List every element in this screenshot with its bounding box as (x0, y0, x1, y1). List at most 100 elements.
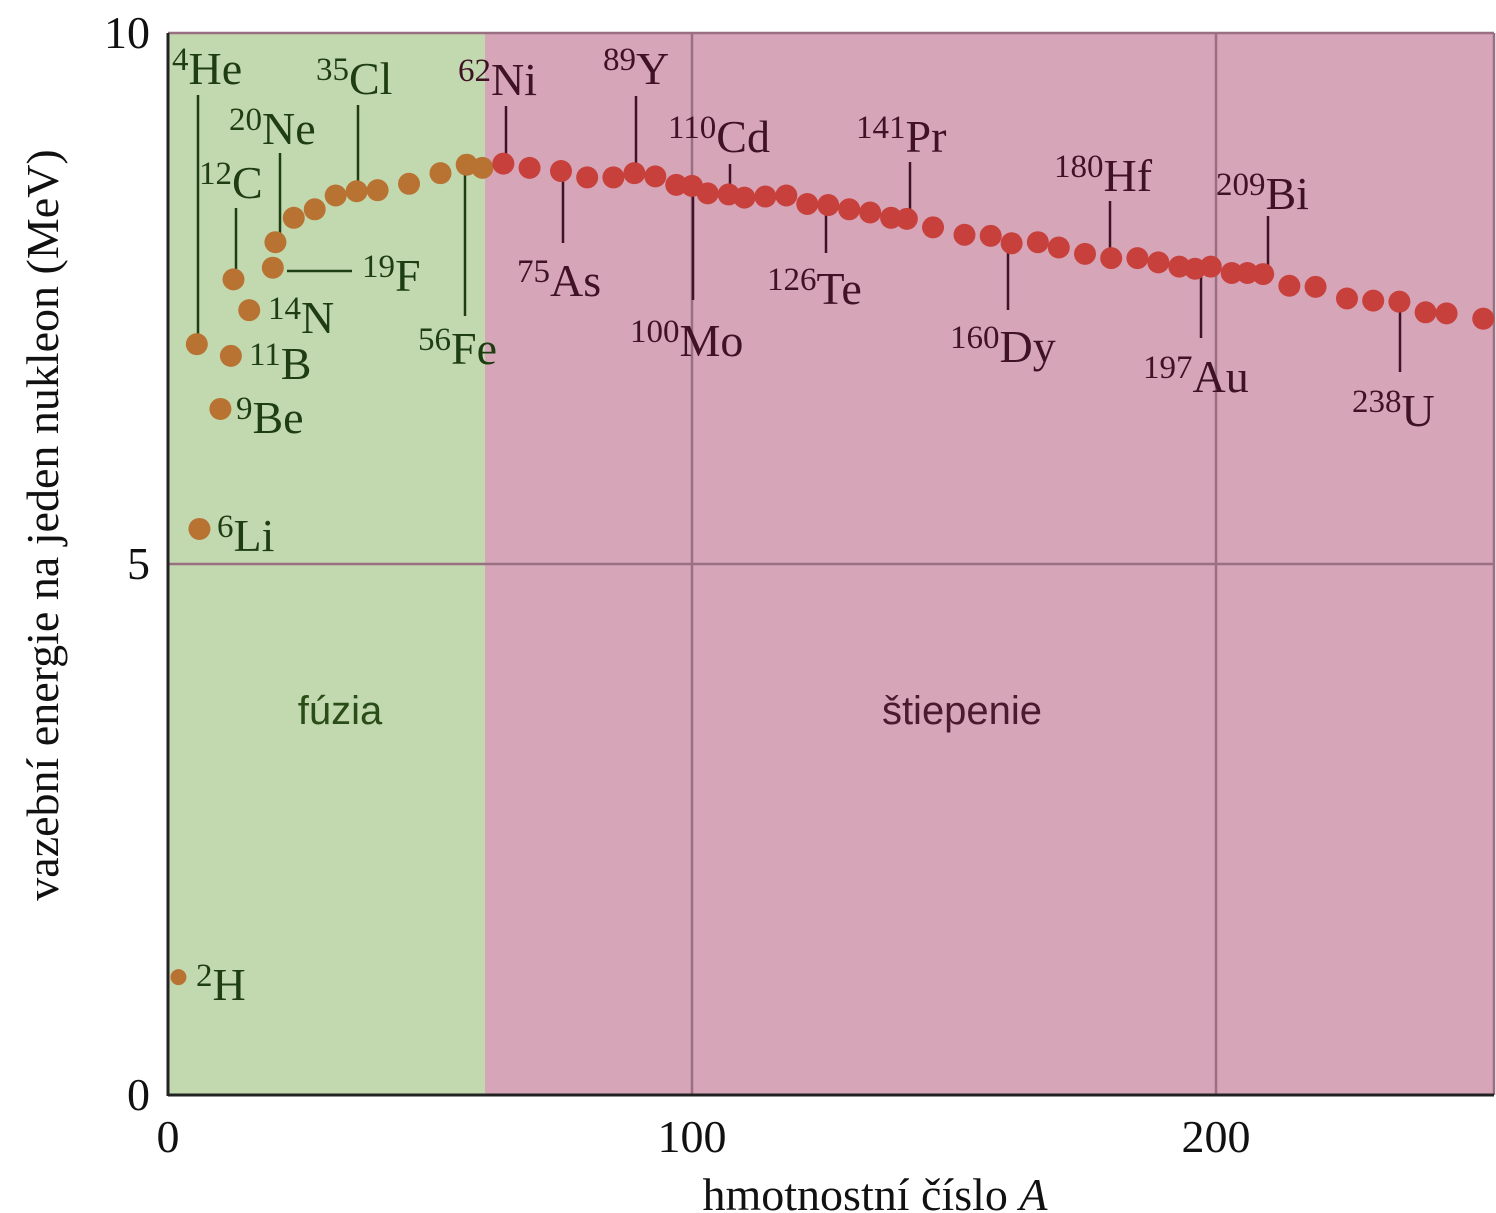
y-tick-label: 5 (127, 538, 150, 589)
isotope-label-au: 197Au (1143, 350, 1249, 402)
isotope-symbol: Ne (262, 103, 316, 154)
fission-data-point (1100, 247, 1123, 270)
fusion-data-point (261, 256, 284, 279)
isotope-label-n: 14N (268, 291, 334, 343)
axes (166, 33, 1494, 1097)
x-axis-title: hmotnostní číslo A (702, 1169, 1048, 1213)
fusion-data-point (222, 268, 245, 291)
fission-data-point (1026, 231, 1049, 254)
fission-data-point (1147, 251, 1170, 274)
fusion-data-point (185, 333, 208, 356)
fission-data-point (895, 207, 918, 230)
isotope-symbol: As (550, 255, 601, 306)
isotope-symbol: F (395, 250, 421, 301)
fission-data-point (1047, 236, 1070, 259)
fission-data-point (796, 192, 819, 215)
fission-data-point (838, 198, 861, 221)
x-axis-title-variable: A (1016, 1169, 1048, 1213)
fusion-data-point (303, 198, 326, 221)
isotope-mass-number: 4 (172, 42, 189, 78)
isotope-mass-number: 126 (767, 262, 817, 298)
isotope-symbol: Cd (716, 111, 770, 162)
isotope-symbol: He (189, 43, 243, 94)
fission-data-point (696, 182, 719, 205)
isotope-mass-number: 6 (217, 509, 234, 545)
fission-data-point (1000, 232, 1023, 255)
fission-data-point (1220, 262, 1243, 285)
data-points (170, 152, 1495, 986)
y-tick-label: 0 (127, 1069, 150, 1120)
isotope-symbol: Mo (680, 315, 744, 366)
fission-data-point (576, 166, 599, 189)
fusion-data-point (219, 344, 242, 367)
fusion-data-point (170, 969, 187, 986)
isotope-mass-number: 141 (856, 110, 906, 146)
fission-data-point (644, 165, 667, 188)
fusion-data-point (398, 172, 421, 195)
isotope-mass-number: 20 (229, 102, 262, 138)
fission-data-point (880, 206, 903, 229)
fission-data-point (979, 224, 1002, 247)
isotope-symbol: Y (636, 43, 669, 94)
fission-data-point (1236, 262, 1259, 285)
isotope-label-li: 6Li (217, 509, 274, 561)
isotope-symbol: Bi (1266, 168, 1309, 219)
isotope-mass-number: 14 (268, 291, 301, 327)
isotope-mass-number: 110 (668, 110, 716, 146)
isotope-symbol: C (232, 157, 263, 208)
fusion-data-point (366, 179, 389, 202)
fission-data-point (775, 184, 798, 207)
isotope-symbol: Dy (1000, 321, 1056, 372)
fission-region-label: štiepenie (882, 689, 1042, 733)
isotope-symbol: B (281, 338, 312, 389)
fusion-data-point (188, 517, 211, 540)
x-tick-label: 100 (658, 1111, 727, 1162)
isotope-label-as: 75As (517, 254, 601, 306)
isotope-labels: 2H6Li9Be11B14N19F4He12C20Ne35Cl56Fe62Ni7… (172, 42, 1435, 1010)
fission-data-point (859, 201, 882, 224)
isotope-symbol: Hf (1104, 150, 1153, 201)
isotope-mass-number: 100 (630, 314, 680, 350)
isotope-mass-number: 11 (249, 337, 281, 373)
isotope-mass-number: 238 (1352, 384, 1402, 420)
isotope-symbol: Fe (451, 323, 497, 374)
fission-data-point (733, 186, 756, 209)
fission-data-point (1414, 301, 1437, 324)
isotope-label-ni: 62Ni (458, 53, 537, 105)
isotope-label-mo: 100Mo (630, 314, 743, 366)
region-names: fúzia štiepenie (298, 689, 1042, 733)
fission-data-point (1278, 274, 1301, 297)
y-tick-label: 10 (104, 7, 150, 58)
fission-data-point (550, 160, 572, 183)
isotope-symbol: U (1402, 385, 1435, 436)
isotope-mass-number: 75 (517, 254, 550, 290)
fusion-data-point (282, 206, 305, 229)
isotope-symbol: Cl (349, 53, 392, 104)
isotope-label-dy: 160Dy (950, 320, 1056, 372)
isotope-label-b: 11B (249, 337, 311, 389)
fission-data-point (1472, 307, 1495, 330)
fission-data-point (623, 162, 646, 185)
isotope-mass-number: 56 (418, 322, 451, 358)
isotope-symbol: Ni (491, 54, 537, 105)
x-tick-label: 0 (157, 1111, 180, 1162)
fission-data-point (953, 223, 976, 246)
isotope-mass-number: 35 (316, 52, 349, 88)
fission-data-point (1304, 275, 1327, 298)
fission-data-point (492, 152, 515, 175)
isotope-label-c: 12C (199, 156, 263, 208)
isotope-mass-number: 12 (199, 156, 232, 192)
isotope-label-he: 4He (172, 42, 242, 94)
fission-data-point (1252, 263, 1275, 286)
fusion-data-point (209, 397, 232, 420)
fission-data-point (1074, 242, 1096, 265)
fusion-region-label: fúzia (298, 689, 383, 733)
x-tick-label: 200 (1182, 1111, 1251, 1162)
fusion-data-point (429, 162, 452, 185)
isotope-symbol: Pr (906, 111, 947, 162)
isotope-label-u: 238U (1352, 384, 1435, 436)
isotope-label-h: 2H (196, 958, 246, 1010)
isotope-label-y: 89Y (603, 42, 669, 94)
